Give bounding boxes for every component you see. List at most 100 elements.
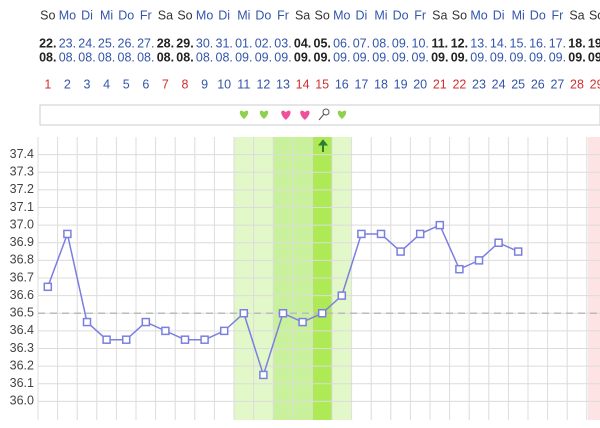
weekday: Di [81, 8, 93, 22]
weekday: Sa [569, 8, 584, 22]
cycle-day: 24 [492, 77, 506, 91]
weekday: Di [493, 8, 505, 22]
temperature-point [141, 317, 151, 327]
date-month: 09. [588, 50, 600, 64]
date-day: 30. [196, 36, 213, 50]
ovulation-arrow [317, 139, 329, 152]
date-day: 23. [59, 36, 76, 50]
cycle-day: 10 [217, 77, 231, 91]
date-month: 09. [529, 50, 546, 64]
date-month: 09. [568, 50, 585, 64]
date-month: 09. [510, 50, 527, 64]
y-tick-label: 37.1 [10, 200, 34, 214]
cycle-day: 4 [103, 77, 110, 91]
date-day: 27. [137, 36, 154, 50]
temperature-point [474, 256, 484, 265]
cycle-day: 29 [590, 77, 600, 91]
cycle-day: 16 [335, 77, 349, 91]
cycle-day: 3 [84, 77, 91, 91]
weekday: Sa [432, 8, 447, 22]
y-tick-label: 36.0 [10, 394, 34, 408]
weekday: Do [118, 8, 134, 22]
icon [318, 108, 330, 121]
temperature-point [63, 229, 72, 239]
weekday: Mo [333, 8, 350, 22]
cycle-day: 17 [354, 77, 368, 91]
date-day: 18. [568, 36, 585, 50]
weekday: So [40, 8, 55, 22]
date-day: 04. [294, 36, 311, 50]
temperature-point [43, 282, 53, 292]
weekday: Mo [196, 8, 213, 22]
date-day: 03. [274, 36, 291, 50]
icon [300, 110, 310, 120]
date-month: 09. [451, 50, 468, 64]
cycle-day: 28 [570, 77, 584, 91]
weekday: Fr [277, 8, 289, 22]
date-month: 08. [78, 50, 95, 64]
weekday: Di [218, 8, 230, 22]
cycle-day: 26 [531, 77, 545, 91]
date-month: 08. [98, 50, 115, 64]
date-month: 09. [412, 50, 429, 64]
y-tick-label: 36.9 [10, 235, 34, 249]
date-day: 09. [392, 36, 409, 50]
cycle-day: 9 [201, 77, 208, 91]
temperature-point [259, 370, 268, 380]
date-month: 09. [353, 50, 370, 64]
date-day: 29. [176, 36, 193, 50]
y-tick-label: 36.1 [10, 376, 34, 390]
temperature-point [415, 229, 425, 239]
date-day: 17. [549, 36, 566, 50]
date-month: 09. [549, 50, 566, 64]
cycle-day: 22 [452, 77, 466, 91]
cycle-day: 12 [256, 77, 270, 91]
cycle-day: 8 [182, 77, 189, 91]
date-day: 10. [412, 36, 429, 50]
date-day: 22. [39, 36, 56, 50]
date-month: 09. [372, 50, 389, 64]
date-month: 09. [470, 50, 487, 64]
date-month: 08. [137, 50, 154, 64]
y-tick-label: 37.3 [10, 165, 34, 179]
cycle-day: 21 [433, 77, 447, 91]
date-day: 31. [216, 36, 233, 50]
temperature-point [102, 335, 111, 344]
date-month: 09. [333, 50, 350, 64]
date-month: 09. [314, 50, 331, 64]
temperature-point [239, 309, 249, 318]
y-tick-label: 37.4 [10, 147, 34, 161]
icon-row [39, 104, 600, 126]
date-month: 09. [294, 50, 311, 64]
y-tick-label: 36.4 [10, 323, 34, 337]
weekday: Mi [100, 8, 113, 22]
date-day: 08. [372, 36, 389, 50]
weekday: Mi [237, 8, 250, 22]
date-day: 16. [529, 36, 546, 50]
date-day: 24. [78, 36, 95, 50]
temperature-point [494, 238, 503, 247]
temperature-point [180, 335, 190, 344]
temperature-point [396, 247, 405, 256]
weekday: So [452, 8, 467, 22]
date-month: 08. [157, 50, 174, 64]
icon [281, 110, 291, 120]
y-tick-label: 36.3 [10, 341, 34, 355]
cycle-day: 1 [44, 77, 51, 91]
date-month: 09. [490, 50, 507, 64]
date-day: 25. [98, 36, 115, 50]
weekday: Do [255, 8, 271, 22]
weekday: Sa [295, 8, 310, 22]
temperature-point [161, 326, 170, 336]
temperature-point [82, 317, 92, 327]
temperature-point [278, 309, 288, 318]
date-day: 06. [333, 36, 350, 50]
weekday: Do [530, 8, 546, 22]
y-tick-label: 37.2 [10, 182, 34, 196]
cycle-day: 15 [315, 77, 329, 91]
date-month: 09. [431, 50, 448, 64]
date-day: 12. [451, 36, 468, 50]
icon [239, 110, 249, 119]
cycle-day: 27 [550, 77, 564, 91]
icon [259, 110, 269, 119]
